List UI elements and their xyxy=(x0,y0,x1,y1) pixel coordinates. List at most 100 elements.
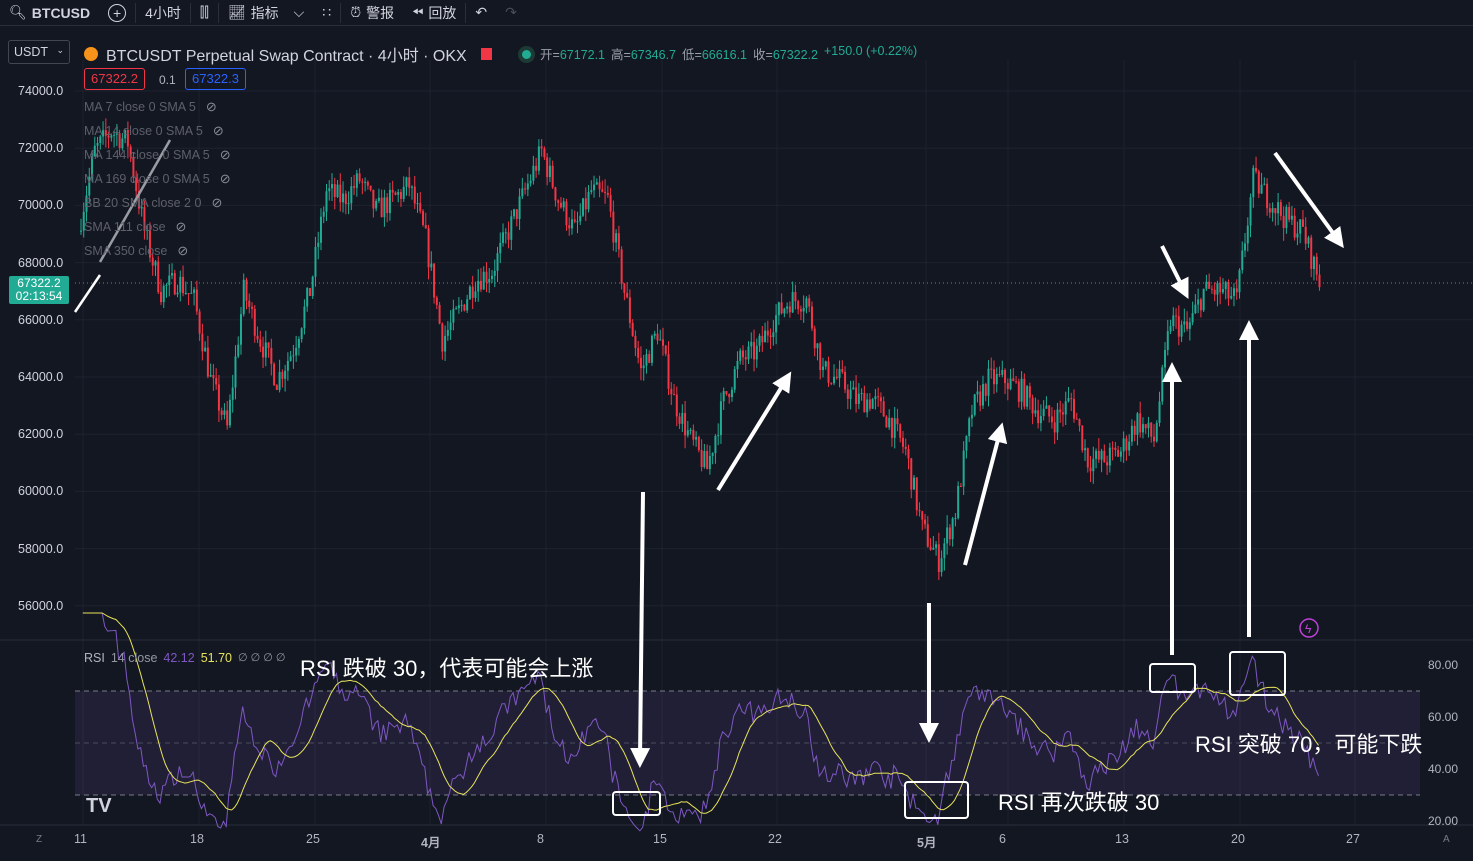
candle-body xyxy=(626,292,629,298)
candle-body xyxy=(1012,378,1015,382)
candle-body xyxy=(565,201,568,226)
candle-body xyxy=(1219,283,1222,293)
replay-button[interactable]: ⏪︎ 回放 xyxy=(412,4,457,21)
candle-body xyxy=(468,286,471,300)
eye-off-icon[interactable]: ⊘ xyxy=(177,243,189,258)
candle-body xyxy=(1042,408,1045,417)
candle-body xyxy=(1169,326,1172,332)
grid-icon: ∷ xyxy=(322,4,332,20)
candle-body xyxy=(284,370,287,379)
currency-select[interactable]: USDT ⌄ xyxy=(8,40,70,64)
legend-item[interactable]: SMA 111 close ⊘ xyxy=(84,219,187,234)
candle-body xyxy=(297,339,300,348)
indicators-button[interactable]: 📈︎ 指标 ⌵ xyxy=(227,4,305,21)
price-tick: 62000.0 xyxy=(18,427,64,442)
search-icon: 🔍︎ xyxy=(9,4,27,20)
timezone-button[interactable]: Z xyxy=(36,834,43,845)
undo-button[interactable]: ↶ xyxy=(466,0,496,26)
chart-canvas[interactable]: ϟ TV xyxy=(0,27,1473,861)
flag-icon[interactable] xyxy=(480,48,492,60)
buy-price-button[interactable]: 67322.3 xyxy=(185,68,246,90)
candle-body xyxy=(350,186,353,204)
candle-body xyxy=(628,297,631,323)
candle-body xyxy=(485,271,488,283)
candle-body xyxy=(253,308,256,336)
chart-type-button[interactable]: ⫿⫿ xyxy=(191,0,218,26)
candle-body xyxy=(126,130,129,147)
time-tick: 25 xyxy=(306,832,320,846)
candle-body xyxy=(697,436,700,451)
auto-scale-button[interactable]: A xyxy=(1443,834,1450,845)
legend-item[interactable]: BB 20 SMA close 2 0 ⊘ xyxy=(84,195,223,210)
lightning-icon[interactable] xyxy=(1299,618,1319,638)
candle-body xyxy=(306,288,309,307)
eye-off-icon[interactable]: ⊘ xyxy=(212,123,224,138)
sell-price-button[interactable]: 67322.2 xyxy=(84,68,145,90)
candle-body xyxy=(1274,208,1277,214)
alerts-button[interactable]: ⏰︎ 警报 xyxy=(350,4,395,21)
symbol-header: BTCUSDT Perpetual Swap Contract · 4小时 · … xyxy=(84,42,531,66)
candle-body xyxy=(1191,313,1194,323)
candle-body xyxy=(303,306,306,329)
interval-button[interactable]: 4小时 xyxy=(145,4,181,21)
redo-icon: ↷ xyxy=(505,4,517,20)
candle-body xyxy=(1175,315,1178,317)
candle-body xyxy=(730,389,733,398)
chevron-down-icon[interactable]: ⌵ xyxy=(293,4,305,20)
candle-body xyxy=(110,135,113,138)
trend-line-drawing[interactable] xyxy=(98,139,172,263)
templates-button[interactable]: ∷ xyxy=(313,0,340,26)
candle-body xyxy=(242,279,245,315)
price-tick: 68000.0 xyxy=(18,255,64,270)
candle-body xyxy=(1100,450,1103,460)
candle-body xyxy=(537,146,540,171)
eye-off-icon[interactable]: ⊘ xyxy=(205,99,217,114)
legend-item[interactable]: MA 169 close 0 SMA 5 ⊘ xyxy=(84,171,231,186)
candle-body xyxy=(703,450,706,468)
eye-off-icon[interactable]: ⊘ xyxy=(175,219,187,234)
candle-body xyxy=(753,341,756,360)
legend-item[interactable]: MA 7 close 0 SMA 5 ⊘ xyxy=(84,99,217,114)
candle-body xyxy=(946,527,949,544)
candle-body xyxy=(168,275,171,285)
candle-body xyxy=(1017,381,1020,402)
candle-body xyxy=(948,527,951,540)
market-status-icon[interactable] xyxy=(521,49,531,59)
candle-body xyxy=(1150,422,1153,437)
eye-off-icon[interactable]: ⊘ xyxy=(211,195,223,210)
candle-body xyxy=(1092,458,1095,472)
candle-body xyxy=(455,308,458,310)
time-tick: 8 xyxy=(537,832,544,846)
legend-item[interactable]: MA 14 close 0 SMA 5 ⊘ xyxy=(84,123,224,138)
candle-body xyxy=(617,233,620,250)
candle-body xyxy=(1318,274,1321,288)
rsi-tick: 20.00 xyxy=(1428,814,1459,828)
eye-off-icon[interactable]: ⊘ xyxy=(219,147,231,162)
candle-body xyxy=(408,177,411,188)
candle-body xyxy=(339,184,342,203)
candle-body xyxy=(783,308,786,314)
candle-body xyxy=(813,328,816,349)
candle-body xyxy=(91,156,94,177)
candle-body xyxy=(554,187,557,201)
candle-body xyxy=(102,130,105,137)
candle-body xyxy=(951,518,954,540)
compare-button[interactable]: + xyxy=(99,0,135,26)
eye-off-icon[interactable]: ⊘ xyxy=(219,171,231,186)
candle-body xyxy=(322,211,325,217)
trend-line-drawing[interactable] xyxy=(73,274,102,313)
chart-title[interactable]: BTCUSDT Perpetual Swap Contract · 4小时 · … xyxy=(106,48,467,65)
candle-body xyxy=(1210,288,1213,290)
legend-item[interactable]: SMA 350 close ⊘ xyxy=(84,243,189,258)
redo-button[interactable]: ↷ xyxy=(496,0,526,26)
candle-body xyxy=(193,289,196,293)
symbol-search[interactable]: 🔍︎ BTCUSD xyxy=(9,4,91,21)
candle-body xyxy=(438,304,441,324)
candle-body xyxy=(1125,438,1128,451)
legend-item[interactable]: MA 144 close 0 SMA 5 ⊘ xyxy=(84,147,231,162)
candle-body xyxy=(361,181,364,183)
high-value: 67346.7 xyxy=(630,48,676,62)
price-tick: 66000.0 xyxy=(18,312,64,327)
rsi-line xyxy=(82,612,1319,832)
candle-body xyxy=(761,335,764,343)
